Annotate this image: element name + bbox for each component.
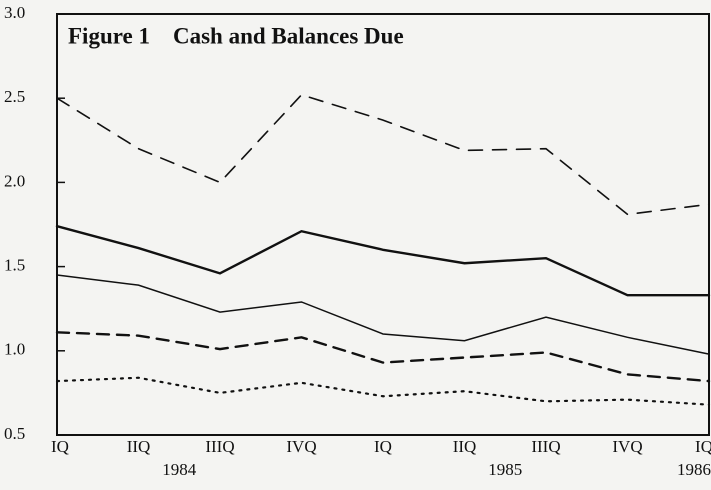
x-group-label: 1984 xyxy=(162,460,197,479)
y-tick-label: 1.0 xyxy=(4,340,25,359)
series-line xyxy=(56,274,710,355)
x-tick-label: IQ xyxy=(51,437,69,456)
series-line xyxy=(56,93,710,216)
x-tick-label: IVQ xyxy=(286,437,316,456)
series-line xyxy=(55,331,711,383)
chart-title: Figure 1 Cash and Balances Due xyxy=(68,23,404,48)
x-tick-label: IQ xyxy=(374,437,392,456)
x-tick-label: IIQ xyxy=(453,437,477,456)
series-line xyxy=(55,224,711,297)
y-tick-label: 0.5 xyxy=(4,424,25,443)
x-tick-label: IVQ xyxy=(612,437,642,456)
x-tick-label: IIQ xyxy=(127,437,151,456)
y-tick-label: 2.5 xyxy=(4,87,25,106)
x-tick-label: IIIQ xyxy=(205,437,234,456)
x-group-label: 1985 xyxy=(488,460,522,479)
x-tick-label: IQ xyxy=(695,437,711,456)
plot-frame xyxy=(56,13,710,436)
x-group-label: 1986 xyxy=(677,460,711,479)
y-tick-label: 3.0 xyxy=(4,3,25,22)
y-tick-label: 1.5 xyxy=(4,256,25,275)
y-tick-label: 2.0 xyxy=(4,171,25,190)
series-line xyxy=(55,376,711,406)
x-tick-label: IIIQ xyxy=(531,437,560,456)
